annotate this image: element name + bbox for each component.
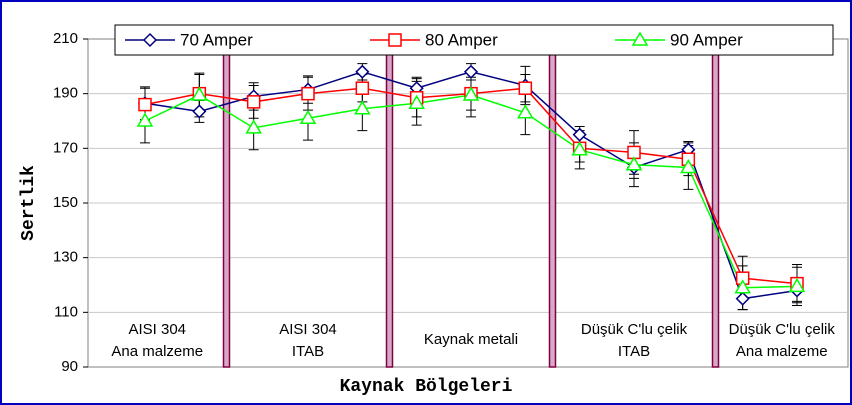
marker xyxy=(355,64,370,79)
region-separator xyxy=(222,38,231,368)
marker xyxy=(735,291,750,306)
region-label: ITAB xyxy=(618,343,650,360)
x-axis-label: Kaynak Bölgeleri xyxy=(340,377,513,397)
marker xyxy=(518,81,533,95)
y-tick-label: 210 xyxy=(53,30,78,47)
region-label: AISI 304 xyxy=(279,321,337,338)
y-tick-label: 150 xyxy=(53,194,78,211)
y-tick-label: 90 xyxy=(61,358,78,375)
legend-marker xyxy=(631,31,649,46)
marker xyxy=(191,86,208,101)
legend-marker xyxy=(142,32,158,48)
marker xyxy=(354,100,371,115)
region-label: ITAB xyxy=(292,343,324,360)
marker xyxy=(734,279,751,294)
region-label: Kaynak metali xyxy=(424,331,518,348)
region-label: Ana malzeme xyxy=(111,343,203,360)
region-label: Ana malzeme xyxy=(736,343,828,360)
marker xyxy=(301,86,315,101)
marker xyxy=(571,141,588,156)
marker xyxy=(246,95,261,109)
marker xyxy=(138,97,152,112)
legend-label: 70 Amper xyxy=(180,30,253,49)
y-tick-label: 110 xyxy=(54,303,78,320)
marker xyxy=(245,119,262,134)
marker xyxy=(355,81,370,95)
region-separator xyxy=(711,38,720,368)
marker xyxy=(136,112,154,127)
y-tick-label: 190 xyxy=(53,85,78,102)
marker xyxy=(192,104,207,119)
legend-marker xyxy=(388,33,402,47)
marker xyxy=(462,86,480,101)
marker xyxy=(572,127,587,142)
marker xyxy=(680,158,697,174)
y-axis-label: Sertlik xyxy=(19,165,39,241)
legend-label: 80 Amper xyxy=(425,30,498,49)
region-separator xyxy=(385,38,394,368)
y-tick-label: 170 xyxy=(53,139,78,156)
marker xyxy=(408,94,425,109)
region-label: Düşük C'lu çelik xyxy=(581,321,688,338)
marker xyxy=(463,64,479,79)
legend-label: 90 Amper xyxy=(670,30,743,49)
region-separator xyxy=(548,38,557,368)
region-label: AISI 304 xyxy=(128,321,186,338)
marker xyxy=(517,104,534,119)
legend xyxy=(114,24,834,56)
y-tick-label: 130 xyxy=(53,249,78,266)
marker xyxy=(788,277,806,293)
marker xyxy=(625,156,643,171)
region-label: Düşük C'lu çelik xyxy=(729,321,836,338)
marker xyxy=(299,109,317,125)
